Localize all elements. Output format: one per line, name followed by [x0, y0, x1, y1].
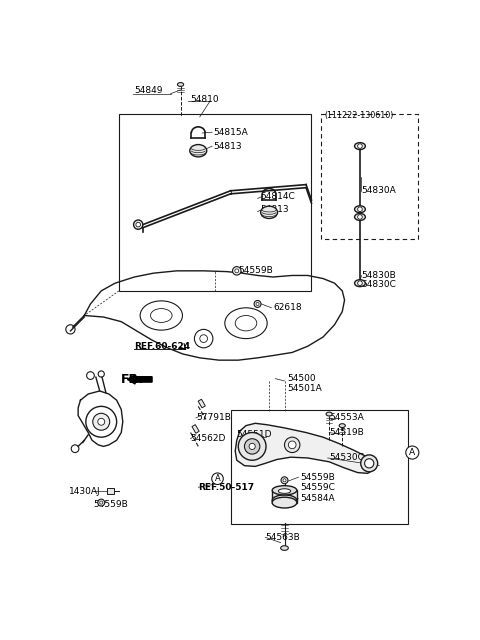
Circle shape [98, 499, 105, 506]
Ellipse shape [272, 497, 297, 508]
Circle shape [235, 269, 239, 273]
Bar [119, 114, 312, 291]
Ellipse shape [278, 489, 291, 493]
Bar [272, 490, 297, 502]
Circle shape [136, 222, 141, 227]
Circle shape [365, 459, 374, 468]
Ellipse shape [190, 145, 207, 157]
Text: 54500: 54500 [287, 374, 315, 383]
Text: 62618: 62618 [273, 303, 301, 312]
Circle shape [358, 144, 362, 148]
Text: 54530C: 54530C [329, 454, 364, 463]
Polygon shape [198, 399, 205, 408]
Text: 54814C: 54814C [260, 191, 295, 201]
Circle shape [358, 207, 362, 212]
Text: 54553A: 54553A [329, 413, 364, 422]
Circle shape [283, 479, 286, 482]
Text: 54813: 54813 [214, 141, 242, 150]
Ellipse shape [261, 206, 277, 218]
Text: 54584A: 54584A [300, 494, 335, 503]
Circle shape [249, 444, 255, 449]
Text: 54830A: 54830A [361, 186, 396, 195]
Text: REF.60-624: REF.60-624 [134, 342, 191, 351]
Circle shape [238, 433, 266, 460]
Text: 1430AJ: 1430AJ [69, 486, 100, 495]
Text: 54810: 54810 [191, 95, 219, 104]
Circle shape [288, 441, 296, 449]
Text: 54551D: 54551D [237, 430, 272, 439]
Ellipse shape [355, 280, 365, 287]
Bar [322, 114, 419, 239]
Circle shape [212, 473, 223, 484]
Circle shape [98, 419, 105, 425]
Circle shape [100, 501, 103, 504]
Polygon shape [192, 425, 199, 433]
Ellipse shape [355, 143, 365, 150]
Text: 54849: 54849 [134, 86, 163, 95]
Circle shape [361, 455, 378, 472]
Bar [230, 410, 408, 524]
Text: 54830B: 54830B [361, 271, 396, 280]
Text: (111222-130610): (111222-130610) [324, 111, 394, 120]
Text: REF.50-517: REF.50-517 [198, 483, 254, 492]
Text: 54830C: 54830C [361, 280, 396, 289]
Circle shape [133, 220, 143, 229]
Polygon shape [235, 423, 375, 474]
Text: 54559C: 54559C [300, 483, 335, 492]
Bar [108, 488, 114, 494]
Circle shape [281, 477, 288, 484]
Circle shape [254, 301, 261, 307]
Ellipse shape [355, 214, 365, 220]
Text: 54559B: 54559B [94, 500, 128, 509]
Circle shape [358, 281, 362, 285]
Circle shape [93, 413, 110, 430]
Text: 54563B: 54563B [265, 532, 300, 541]
Text: 57791B: 57791B [196, 413, 231, 422]
Ellipse shape [272, 486, 297, 495]
Ellipse shape [326, 412, 332, 416]
Text: 54519B: 54519B [329, 428, 364, 437]
Text: A: A [409, 448, 415, 457]
Text: 54559B: 54559B [300, 473, 335, 482]
Text: 54559B: 54559B [238, 266, 273, 275]
Ellipse shape [178, 83, 184, 86]
Text: 54562D: 54562D [191, 434, 226, 443]
Ellipse shape [355, 206, 365, 212]
FancyArrow shape [127, 375, 152, 384]
Ellipse shape [339, 424, 345, 428]
Circle shape [406, 446, 419, 459]
Circle shape [285, 437, 300, 452]
Circle shape [232, 267, 241, 275]
Text: A: A [215, 474, 220, 483]
Circle shape [256, 303, 259, 305]
Circle shape [358, 214, 362, 220]
Ellipse shape [281, 546, 288, 550]
Circle shape [244, 438, 260, 454]
Ellipse shape [272, 495, 297, 506]
Text: 54501A: 54501A [287, 384, 322, 393]
Text: 54813: 54813 [260, 205, 288, 214]
Text: FR.: FR. [121, 373, 144, 386]
Text: 54815A: 54815A [214, 128, 249, 137]
